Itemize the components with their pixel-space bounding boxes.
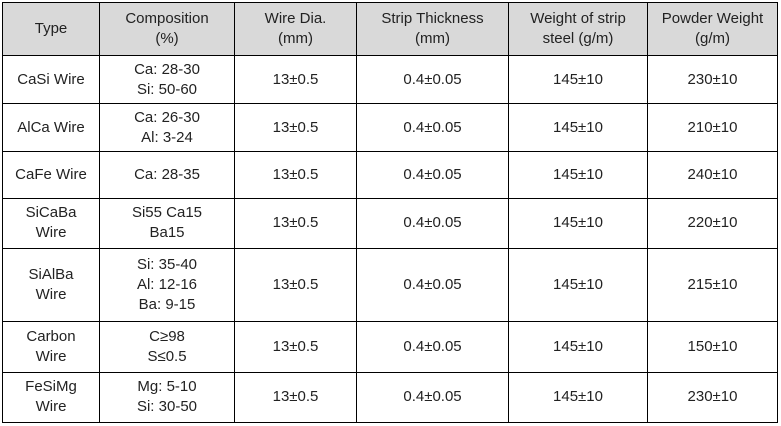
table-row: SiCaBa Wire Si55 Ca15 Ba15 13±0.5 0.4±0.… [2,198,778,249]
cell-powder-weight: 220±10 [647,198,778,249]
cell-composition: Ca: 28-35 [99,151,235,200]
cell-type: CaFe Wire [2,151,100,200]
header-composition: Composition (%) [99,2,235,56]
composition-line: Si55 Ca15 [131,204,203,222]
composition-line: Si: 35-40 [136,255,198,273]
header-line: Type [34,20,68,37]
type-line: CaFe Wire [15,166,87,184]
cell-type: SiAlBa Wire [2,247,100,322]
cell-strip-weight: 145±10 [508,320,648,373]
cell-powder-weight: 215±10 [647,247,778,322]
type-line: Wire [35,398,67,416]
cell-wire-dia: 13±0.5 [234,54,357,105]
cell-strip-weight: 145±10 [508,198,648,249]
cell-strip-thickness: 0.4±0.05 [356,151,509,200]
composition-line: Si: 30-50 [136,398,198,416]
composition-line: Ba15 [149,224,185,242]
cell-wire-dia: 13±0.5 [234,198,357,249]
table-row: Carbon Wire C≥98 S≤0.5 13±0.5 0.4±0.05 1… [2,320,778,373]
type-line: Wire [35,285,67,303]
cell-strip-thickness: 0.4±0.05 [356,371,509,424]
composition-line: Al: 12-16 [136,275,198,293]
cell-type: CaSi Wire [2,54,100,105]
header-line: steel (g/m) [542,30,614,47]
composition-line: Ca: 28-30 [134,60,200,78]
composition-line: C≥98 [149,327,185,345]
cell-composition: C≥98 S≤0.5 [99,320,235,373]
header-line: Composition [125,10,209,27]
cell-wire-dia: 13±0.5 [234,247,357,322]
cell-composition: Mg: 5-10 Si: 30-50 [99,371,235,424]
header-line: (%) [155,30,179,47]
cell-type: AlCa Wire [2,103,100,153]
table-row: SiAlBa Wire Si: 35-40 Al: 12-16 Ba: 9-15… [2,247,778,322]
composition-line: Si: 50-60 [136,80,198,98]
cell-wire-dia: 13±0.5 [234,320,357,373]
header-wire-dia: Wire Dia. (mm) [234,2,357,56]
header-type: Type [2,2,100,56]
type-line: AlCa Wire [17,118,85,136]
table-row: AlCa Wire Ca: 26-30 Al: 3-24 13±0.5 0.4±… [2,103,778,153]
cell-type: Carbon Wire [2,320,100,373]
type-line: CaSi Wire [17,70,85,88]
type-line: Carbon [26,327,76,345]
type-line: Wire [35,347,67,365]
header-line: Wire Dia. [264,10,327,27]
header-line: (mm) [278,30,313,47]
cell-powder-weight: 240±10 [647,151,778,200]
cell-strip-weight: 145±10 [508,54,648,105]
composition-line: Mg: 5-10 [137,378,197,396]
cell-composition: Ca: 26-30 Al: 3-24 [99,103,235,153]
cell-strip-thickness: 0.4±0.05 [356,320,509,373]
cell-type: SiCaBa Wire [2,198,100,249]
header-line: Powder Weight [661,10,764,27]
header-powder-weight: Powder Weight (g/m) [647,2,778,56]
table-row: CaSi Wire Ca: 28-30 Si: 50-60 13±0.5 0.4… [2,54,778,105]
composition-line: Ca: 28-35 [134,166,200,184]
cell-strip-weight: 145±10 [508,151,648,200]
composition-line: Ca: 26-30 [134,108,200,126]
composition-line: Ba: 9-15 [138,295,196,313]
cell-powder-weight: 230±10 [647,54,778,105]
composition-line: Al: 3-24 [141,128,193,146]
header-line: Weight of strip [530,10,626,27]
cell-strip-thickness: 0.4±0.05 [356,54,509,105]
cell-type: FeSiMg Wire [2,371,100,424]
cell-wire-dia: 13±0.5 [234,151,357,200]
composition-line: S≤0.5 [147,347,187,365]
cell-powder-weight: 210±10 [647,103,778,153]
header-row: Type Composition (%) Wire Dia. (mm) Stri… [2,2,778,56]
cell-strip-thickness: 0.4±0.05 [356,198,509,249]
cell-composition: Ca: 28-30 Si: 50-60 [99,54,235,105]
header-strip-weight: Weight of strip steel (g/m) [508,2,648,56]
header-line: (g/m) [695,30,730,47]
cell-composition: Si55 Ca15 Ba15 [99,198,235,249]
header-line: (mm) [415,30,450,47]
type-line: SiCaBa [25,204,77,222]
cell-powder-weight: 230±10 [647,371,778,424]
type-line: FeSiMg [25,378,77,396]
cell-wire-dia: 13±0.5 [234,371,357,424]
table-row: FeSiMg Wire Mg: 5-10 Si: 30-50 13±0.5 0.… [2,371,778,424]
type-line: Wire [35,224,67,242]
cell-strip-thickness: 0.4±0.05 [356,103,509,153]
cell-strip-weight: 145±10 [508,103,648,153]
cell-strip-thickness: 0.4±0.05 [356,247,509,322]
cell-strip-weight: 145±10 [508,371,648,424]
table-row: CaFe Wire Ca: 28-35 13±0.5 0.4±0.05 145±… [2,151,778,200]
type-line: SiAlBa [28,265,74,283]
header-strip-thickness: Strip Thickness (mm) [356,2,509,56]
header-line: Strip Thickness [381,10,484,27]
cell-powder-weight: 150±10 [647,320,778,373]
cell-strip-weight: 145±10 [508,247,648,322]
cell-composition: Si: 35-40 Al: 12-16 Ba: 9-15 [99,247,235,322]
cell-wire-dia: 13±0.5 [234,103,357,153]
